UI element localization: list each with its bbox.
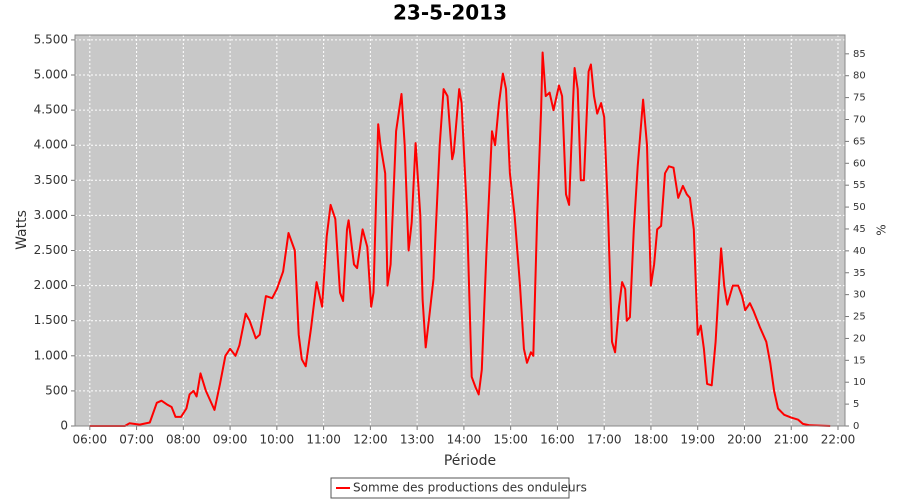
x-tick-label: 17:00	[587, 433, 622, 447]
y2-tick-label: 15	[853, 355, 866, 366]
y2-tick-label: 50	[853, 202, 866, 213]
y-tick-label: 500	[45, 383, 68, 397]
y-tick-label: 4.500	[34, 103, 68, 117]
x-tick-label: 14:00	[447, 433, 482, 447]
x-tick-label: 22:00	[821, 433, 856, 447]
y2-tick-label: 20	[853, 333, 866, 344]
y-axis-label: Watts	[14, 210, 30, 250]
y2-tick-label: 25	[853, 312, 866, 323]
x-tick-label: 12:00	[353, 433, 388, 447]
chart-title: 23-5-2013	[393, 1, 507, 25]
x-tick-label: 15:00	[493, 433, 528, 447]
x-tick-label: 06:00	[73, 433, 108, 447]
y-tick-label: 1.500	[34, 313, 68, 327]
y-tick-label: 1.000	[34, 348, 68, 362]
y2-tick-label: 85	[853, 49, 866, 60]
y2-tick-label: 55	[853, 180, 866, 191]
x-tick-label: 11:00	[306, 433, 341, 447]
x-tick-label: 21:00	[774, 433, 809, 447]
y-tick-label: 5.000	[34, 68, 68, 82]
x-tick-label: 08:00	[166, 433, 201, 447]
y2-tick-label: 65	[853, 136, 866, 147]
y2-axis-label: %	[875, 224, 889, 235]
y2-tick-label: 80	[853, 71, 866, 82]
x-tick-label: 19:00	[680, 433, 715, 447]
legend-box	[330, 477, 570, 499]
y2-tick-label: 35	[853, 268, 866, 279]
y-tick-label: 3.000	[34, 208, 68, 222]
x-axis-label: Période	[444, 453, 496, 469]
y2-tick-label: 75	[853, 93, 866, 104]
x-tick-label: 10:00	[260, 433, 295, 447]
y2-tick-label: 30	[853, 290, 866, 301]
x-tick-label: 13:00	[400, 433, 435, 447]
x-tick-label: 18:00	[634, 433, 669, 447]
y2-tick-label: 10	[853, 377, 866, 388]
y2-tick-label: 0	[853, 421, 859, 432]
y-tick-label: 3.500	[34, 173, 68, 187]
x-tick-label: 09:00	[213, 433, 248, 447]
y2-tick-label: 70	[853, 115, 866, 126]
y2-tick-label: 5	[853, 399, 859, 410]
x-tick-label: 07:00	[119, 433, 154, 447]
y2-tick-label: 45	[853, 224, 866, 235]
y-tick-label: 4.000	[34, 138, 68, 152]
x-tick-label: 20:00	[727, 433, 762, 447]
legend-label: Somme des productions des onduleurs	[353, 481, 587, 495]
data-line	[89, 51, 831, 427]
y-tick-label: 0	[60, 419, 68, 433]
x-tick-label: 16:00	[540, 433, 575, 447]
y2-tick-label: 60	[853, 158, 866, 169]
y-tick-label: 5.500	[34, 32, 68, 46]
y2-tick-label: 40	[853, 246, 866, 257]
plot-area	[74, 34, 846, 427]
y-tick-label: 2.500	[34, 243, 68, 257]
y-tick-label: 2.000	[34, 278, 68, 292]
legend: Somme des productions des onduleurs	[330, 477, 587, 499]
plot-border	[74, 34, 846, 427]
